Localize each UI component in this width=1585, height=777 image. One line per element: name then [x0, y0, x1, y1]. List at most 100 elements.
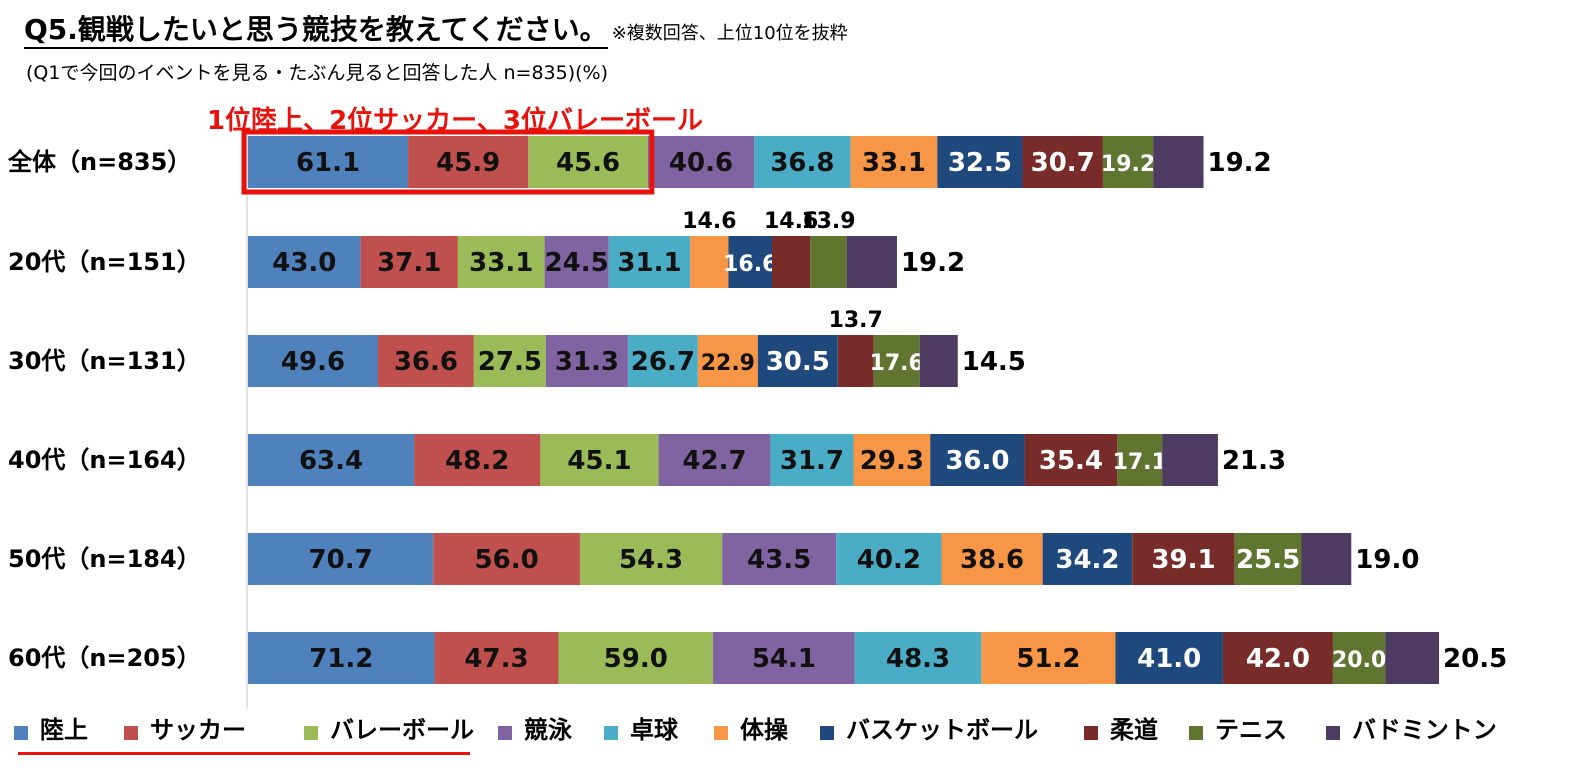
data-label: 36.8 — [770, 148, 834, 178]
bar-segment — [1234, 533, 1302, 585]
bar-segment — [408, 136, 529, 188]
data-label: 14.6 — [682, 209, 736, 234]
data-label: 45.9 — [436, 148, 500, 178]
bar-segment — [941, 533, 1043, 585]
data-label: 41.0 — [1137, 644, 1201, 674]
legend-swatch — [714, 726, 728, 740]
bar-segment — [697, 335, 758, 387]
legend-swatch — [820, 726, 834, 740]
bar-segment — [1132, 533, 1235, 585]
bar-segment — [853, 434, 931, 486]
bar-segment — [248, 533, 434, 585]
data-label: 71.2 — [309, 644, 373, 674]
bar-segment — [850, 136, 938, 188]
data-label: 31.3 — [555, 347, 619, 377]
bar-segment — [981, 632, 1116, 684]
data-label: 25.5 — [1236, 545, 1300, 575]
bar-segment — [248, 236, 361, 288]
data-label: 24.5 — [545, 248, 609, 278]
data-label: 29.3 — [860, 446, 924, 476]
data-label: 42.0 — [1246, 644, 1310, 674]
data-label: 38.6 — [960, 545, 1024, 575]
data-label: 43.5 — [747, 545, 811, 575]
legend-label: テニス — [1215, 716, 1287, 744]
data-label: 13.7 — [829, 308, 883, 333]
legend-swatch — [1326, 726, 1340, 740]
bar-segment — [414, 434, 541, 486]
bar-segment — [528, 136, 648, 188]
data-label: 20.5 — [1443, 644, 1507, 674]
bar-segment — [540, 434, 659, 486]
data-label: 49.6 — [281, 347, 345, 377]
data-label: 27.5 — [478, 347, 542, 377]
title-row: Q5.観戦したいと思う競技を教えてください。 ※複数回答、上位10位を抜粋 — [24, 8, 848, 49]
data-label: 59.0 — [604, 644, 668, 674]
data-label: 40.2 — [857, 545, 921, 575]
legend-label: 陸上 — [40, 716, 88, 744]
data-label: 21.3 — [1222, 446, 1286, 476]
bar-segment — [1042, 533, 1133, 585]
bar-segment — [544, 236, 609, 288]
category-label: 50代（n=184） — [8, 545, 201, 573]
data-label: 14.5 — [962, 347, 1026, 377]
data-label: 30.5 — [766, 347, 830, 377]
bar-segment — [754, 136, 851, 188]
legend-swatch — [14, 726, 28, 740]
bar-segment — [772, 236, 811, 288]
bar-segment — [434, 632, 559, 684]
chart-title: Q5.観戦したいと思う競技を教えてください。 — [24, 13, 608, 49]
legend-highlight-underline — [18, 752, 470, 755]
bar-segment — [647, 136, 755, 188]
bar-segment — [937, 136, 1023, 188]
data-label: 33.1 — [469, 248, 533, 278]
data-label: 70.7 — [309, 545, 373, 575]
bar-segment — [545, 335, 628, 387]
bar-segment — [1385, 632, 1440, 684]
data-label: 39.1 — [1151, 545, 1215, 575]
data-label: 32.5 — [948, 148, 1012, 178]
bar-segment — [810, 236, 847, 288]
bar-segment — [248, 335, 378, 387]
data-label: 56.0 — [475, 545, 539, 575]
bar-segment — [608, 236, 691, 288]
chart-note: ※複数回答、上位10位を抜粋 — [611, 23, 848, 44]
data-label: 45.1 — [567, 446, 631, 476]
bar-segment — [360, 236, 458, 288]
data-label: 14.6 — [764, 209, 818, 234]
bar-segment — [248, 434, 415, 486]
legend-label: バレーボール — [330, 716, 474, 744]
top3-highlight-box — [241, 129, 655, 195]
legend-swatch — [304, 726, 318, 740]
data-label: 17.1 — [1113, 450, 1167, 475]
bar-segment — [1024, 434, 1118, 486]
legend-label: バドミントン — [1352, 716, 1497, 744]
bar-segment — [248, 136, 409, 188]
category-label: 60代（n=205） — [8, 644, 201, 672]
data-label: 43.0 — [272, 248, 336, 278]
bar-segment — [558, 632, 714, 684]
bar-segment — [1332, 632, 1386, 684]
bar-segment — [627, 335, 698, 387]
data-label: 19.2 — [1101, 152, 1155, 177]
data-label: 48.3 — [886, 644, 950, 674]
data-label: 19.2 — [1208, 148, 1272, 178]
chart-subtitle: (Q1で今回のイベントを見る・たぶん見ると回答した人 n=835)(%) — [26, 62, 609, 84]
bar-segment — [1117, 434, 1163, 486]
bar-segment — [690, 236, 729, 288]
bar-segment — [1153, 136, 1204, 188]
bar-segment — [1102, 136, 1154, 188]
bar-segment — [457, 236, 545, 288]
data-label: 48.2 — [445, 446, 509, 476]
bar-segment — [377, 335, 474, 387]
legend-label: 柔道 — [1110, 716, 1158, 744]
legend-swatch — [498, 726, 512, 740]
bar-segment — [836, 533, 942, 585]
bar-segment — [919, 335, 958, 387]
legend-label: 体操 — [740, 716, 788, 744]
bar-segment — [854, 632, 982, 684]
data-label: 40.6 — [669, 148, 733, 178]
data-label: 31.1 — [617, 248, 681, 278]
bar-segment — [770, 434, 854, 486]
data-label: 22.9 — [701, 351, 755, 376]
data-label: 19.2 — [901, 248, 965, 278]
